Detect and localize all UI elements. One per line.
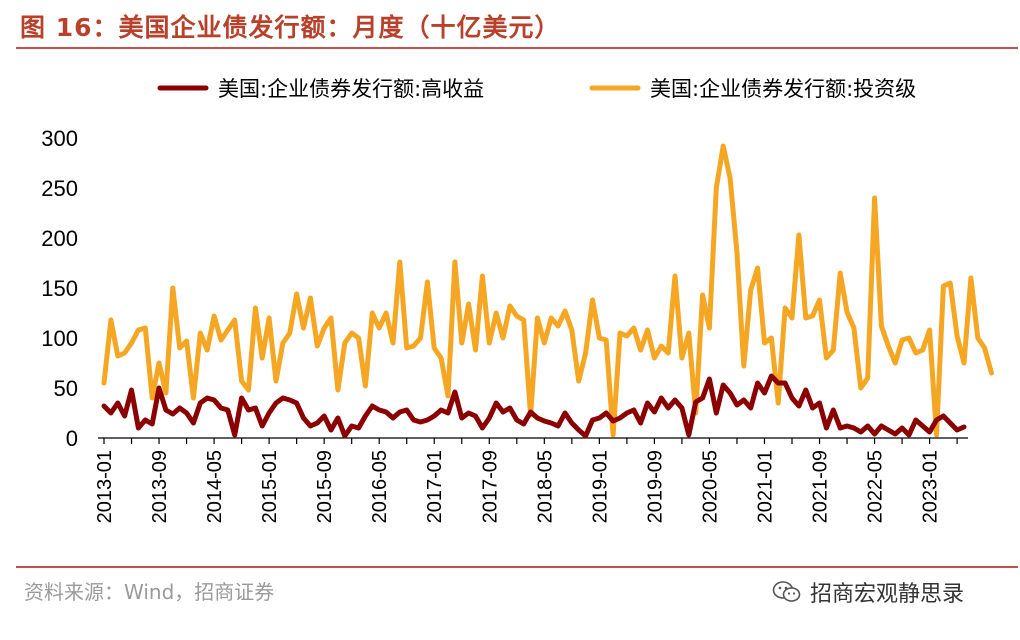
- y-tick-label: 200: [41, 226, 78, 251]
- x-tick-label: 2014-05: [204, 450, 226, 523]
- figure-title: 图 16：美国企业债发行额：月度（十亿美元）: [20, 13, 561, 42]
- line-chart: 0 50 100 150 200 250 300 2013-01 2013-09 2014-05 2…: [41, 77, 994, 523]
- wechat-icon: [772, 581, 801, 602]
- x-tick-label: 2013-09: [149, 450, 171, 523]
- x-tick-label: 2017-09: [479, 450, 501, 523]
- legend-label-1: 美国:企业债券发行额:投资级: [650, 77, 916, 101]
- x-tick-label: 2019-09: [644, 450, 666, 523]
- y-tick-label: 300: [41, 126, 78, 151]
- x-tick-label: 2015-01: [259, 450, 281, 523]
- x-tick-label: 2021-01: [754, 450, 776, 523]
- x-tick-label: 2017-01: [424, 450, 446, 523]
- y-tick-label: 250: [41, 176, 78, 201]
- y-tick-label: 50: [54, 376, 78, 401]
- x-tick-label: 2022-05: [865, 450, 887, 523]
- source-note: 资料来源：Wind，招商证券: [24, 580, 275, 604]
- title-divider: [16, 47, 1018, 49]
- series-line-1: [101, 143, 994, 438]
- x-tick-label: 2021-09: [810, 450, 832, 523]
- y-tick-label: 0: [66, 426, 78, 451]
- y-tick-label: 100: [41, 326, 78, 351]
- watermark-text: 招商宏观静思录: [810, 582, 965, 607]
- x-tick-label: 2020-05: [699, 450, 721, 523]
- series-line-0: [101, 373, 967, 439]
- watermark: 招商宏观静思录: [772, 576, 964, 608]
- y-tick-label: 150: [41, 276, 78, 301]
- legend-label-0: 美国:企业债券发行额:高收益: [218, 77, 484, 101]
- x-tick-label: 2019-01: [589, 450, 611, 523]
- x-tick-label: 2023-01: [920, 450, 942, 523]
- x-tick-label: 2013-01: [94, 450, 116, 523]
- x-tick-label: 2018-05: [534, 450, 556, 523]
- footer-divider: [16, 566, 1018, 568]
- x-tick-label: 2015-09: [314, 450, 336, 523]
- x-tick-label: 2016-05: [369, 450, 391, 523]
